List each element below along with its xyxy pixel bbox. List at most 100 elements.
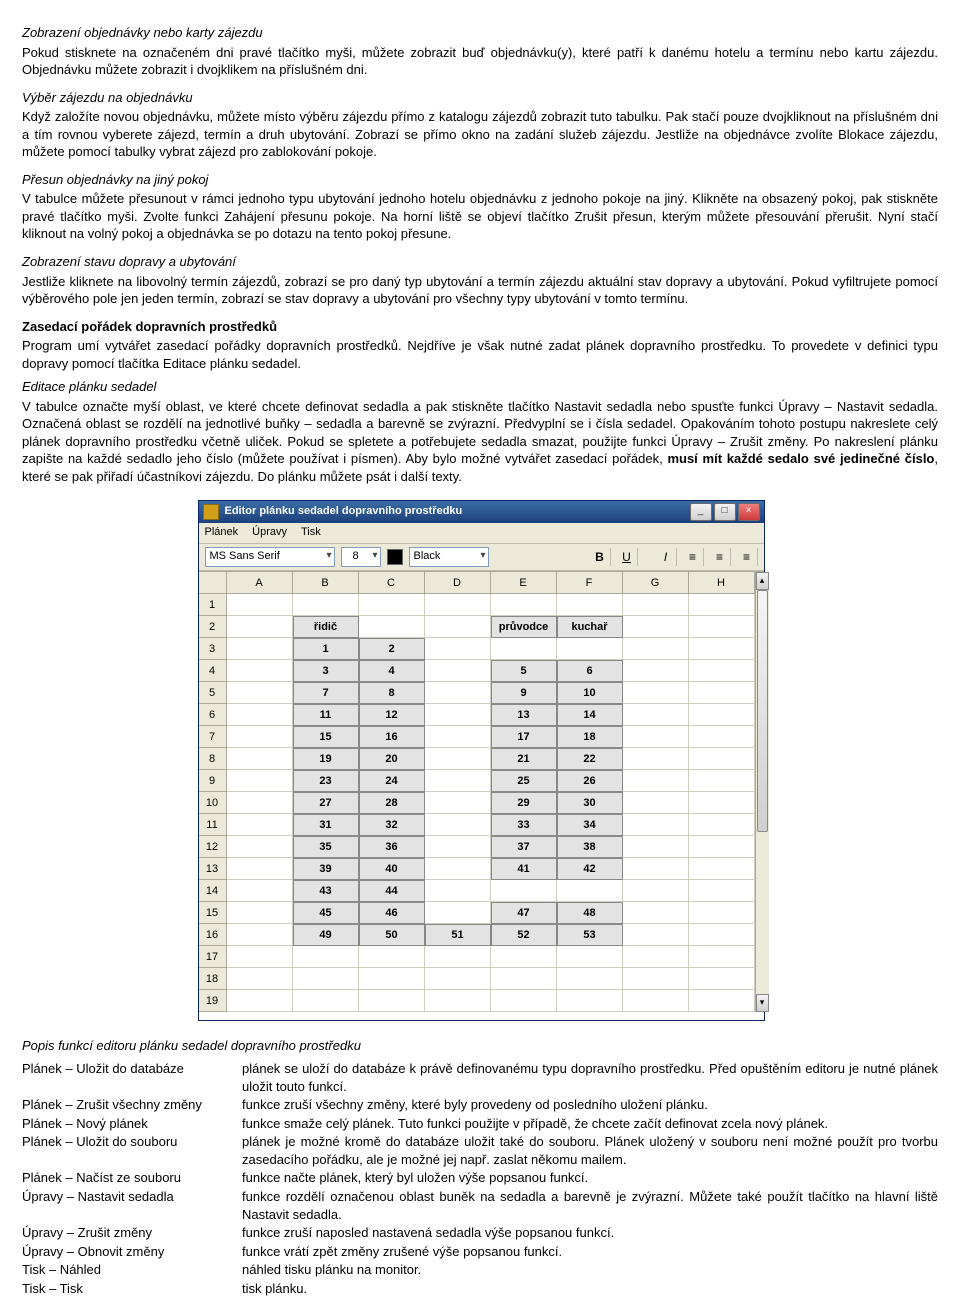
minimize-button[interactable]: _ [690, 503, 712, 521]
grid-cell[interactable]: 6 [557, 660, 623, 682]
grid-cell[interactable] [557, 594, 623, 616]
grid-cell[interactable]: 48 [557, 902, 623, 924]
grid-cell[interactable] [227, 792, 293, 814]
grid-cell[interactable]: 14 [557, 704, 623, 726]
color-chip[interactable] [387, 549, 403, 565]
grid-cell[interactable] [689, 836, 755, 858]
grid-cell[interactable]: 1 [293, 638, 359, 660]
grid-cell[interactable]: kuchař [557, 616, 623, 638]
grid-cell[interactable] [623, 814, 689, 836]
row-header[interactable]: 18 [199, 968, 227, 990]
grid-cell[interactable] [689, 682, 755, 704]
grid-cell[interactable]: 42 [557, 858, 623, 880]
row-header[interactable]: 7 [199, 726, 227, 748]
grid-cell[interactable] [227, 748, 293, 770]
grid-cell[interactable] [689, 748, 755, 770]
grid-cell[interactable]: 17 [491, 726, 557, 748]
grid-cell[interactable] [359, 594, 425, 616]
grid-cell[interactable] [491, 638, 557, 660]
grid-cell[interactable]: 22 [557, 748, 623, 770]
grid-cell[interactable] [623, 946, 689, 968]
grid-cell[interactable] [425, 660, 491, 682]
grid-cell[interactable] [623, 704, 689, 726]
grid-cell[interactable] [623, 726, 689, 748]
grid-cell[interactable] [689, 638, 755, 660]
grid-cell[interactable]: 38 [557, 836, 623, 858]
grid-cell[interactable] [425, 836, 491, 858]
row-header[interactable]: 19 [199, 990, 227, 1012]
grid-cell[interactable]: 8 [359, 682, 425, 704]
grid-cell[interactable] [491, 946, 557, 968]
grid-cell[interactable] [623, 594, 689, 616]
grid-cell[interactable] [425, 748, 491, 770]
grid-cell[interactable]: 18 [557, 726, 623, 748]
column-header[interactable]: G [623, 572, 689, 594]
row-header[interactable]: 5 [199, 682, 227, 704]
grid-cell[interactable] [227, 726, 293, 748]
grid-cell[interactable] [623, 682, 689, 704]
grid-cell[interactable] [623, 638, 689, 660]
row-header[interactable]: 11 [199, 814, 227, 836]
grid-cell[interactable]: řidič [293, 616, 359, 638]
grid-cell[interactable] [227, 946, 293, 968]
grid-cell[interactable] [227, 924, 293, 946]
grid-cell[interactable] [227, 836, 293, 858]
grid-cell[interactable] [689, 726, 755, 748]
grid-cell[interactable] [689, 990, 755, 1012]
column-header[interactable]: H [689, 572, 755, 594]
grid-cell[interactable] [557, 968, 623, 990]
grid-cell[interactable] [293, 594, 359, 616]
grid-cell[interactable] [689, 770, 755, 792]
grid-cell[interactable] [689, 616, 755, 638]
underline-button[interactable]: U [617, 548, 638, 566]
column-header[interactable]: F [557, 572, 623, 594]
grid-cell[interactable] [689, 594, 755, 616]
grid-cell[interactable] [425, 594, 491, 616]
grid-cell[interactable]: 31 [293, 814, 359, 836]
align-center-button[interactable]: ≡ [710, 548, 731, 566]
grid-cell[interactable] [227, 770, 293, 792]
grid-cell[interactable] [425, 990, 491, 1012]
grid-cell[interactable]: 29 [491, 792, 557, 814]
grid-cell[interactable] [425, 770, 491, 792]
grid-cell[interactable]: 46 [359, 902, 425, 924]
grid-cell[interactable] [689, 902, 755, 924]
grid-cell[interactable] [689, 924, 755, 946]
grid-cell[interactable] [227, 594, 293, 616]
grid-cell[interactable]: 28 [359, 792, 425, 814]
grid-cell[interactable] [491, 968, 557, 990]
grid-cell[interactable] [623, 616, 689, 638]
row-header[interactable]: 6 [199, 704, 227, 726]
column-header[interactable]: A [227, 572, 293, 594]
grid-cell[interactable]: 13 [491, 704, 557, 726]
grid-cell[interactable]: 19 [293, 748, 359, 770]
grid-cell[interactable] [491, 594, 557, 616]
grid-cell[interactable]: 30 [557, 792, 623, 814]
bold-button[interactable]: B [590, 548, 611, 566]
grid-cell[interactable] [623, 990, 689, 1012]
grid-cell[interactable] [227, 616, 293, 638]
grid-cell[interactable]: 15 [293, 726, 359, 748]
grid-cell[interactable] [557, 880, 623, 902]
close-button[interactable]: × [738, 503, 760, 521]
grid-cell[interactable] [227, 660, 293, 682]
italic-button[interactable]: I [656, 548, 677, 566]
row-header[interactable]: 14 [199, 880, 227, 902]
grid-cell[interactable] [227, 902, 293, 924]
grid-cell[interactable] [623, 968, 689, 990]
grid-cell[interactable] [425, 880, 491, 902]
grid-cell[interactable] [359, 946, 425, 968]
grid-cell[interactable] [425, 682, 491, 704]
grid-cell[interactable] [623, 770, 689, 792]
scroll-thumb[interactable] [757, 590, 768, 832]
column-header[interactable]: E [491, 572, 557, 594]
menu-upravy[interactable]: Úpravy [252, 525, 287, 540]
grid-cell[interactable]: 34 [557, 814, 623, 836]
grid-cell[interactable] [425, 726, 491, 748]
align-left-button[interactable]: ≡ [683, 548, 704, 566]
grid-cell[interactable] [623, 792, 689, 814]
grid-cell[interactable] [689, 946, 755, 968]
grid-cell[interactable]: 5 [491, 660, 557, 682]
color-select[interactable]: Black [409, 547, 489, 567]
row-header[interactable]: 10 [199, 792, 227, 814]
